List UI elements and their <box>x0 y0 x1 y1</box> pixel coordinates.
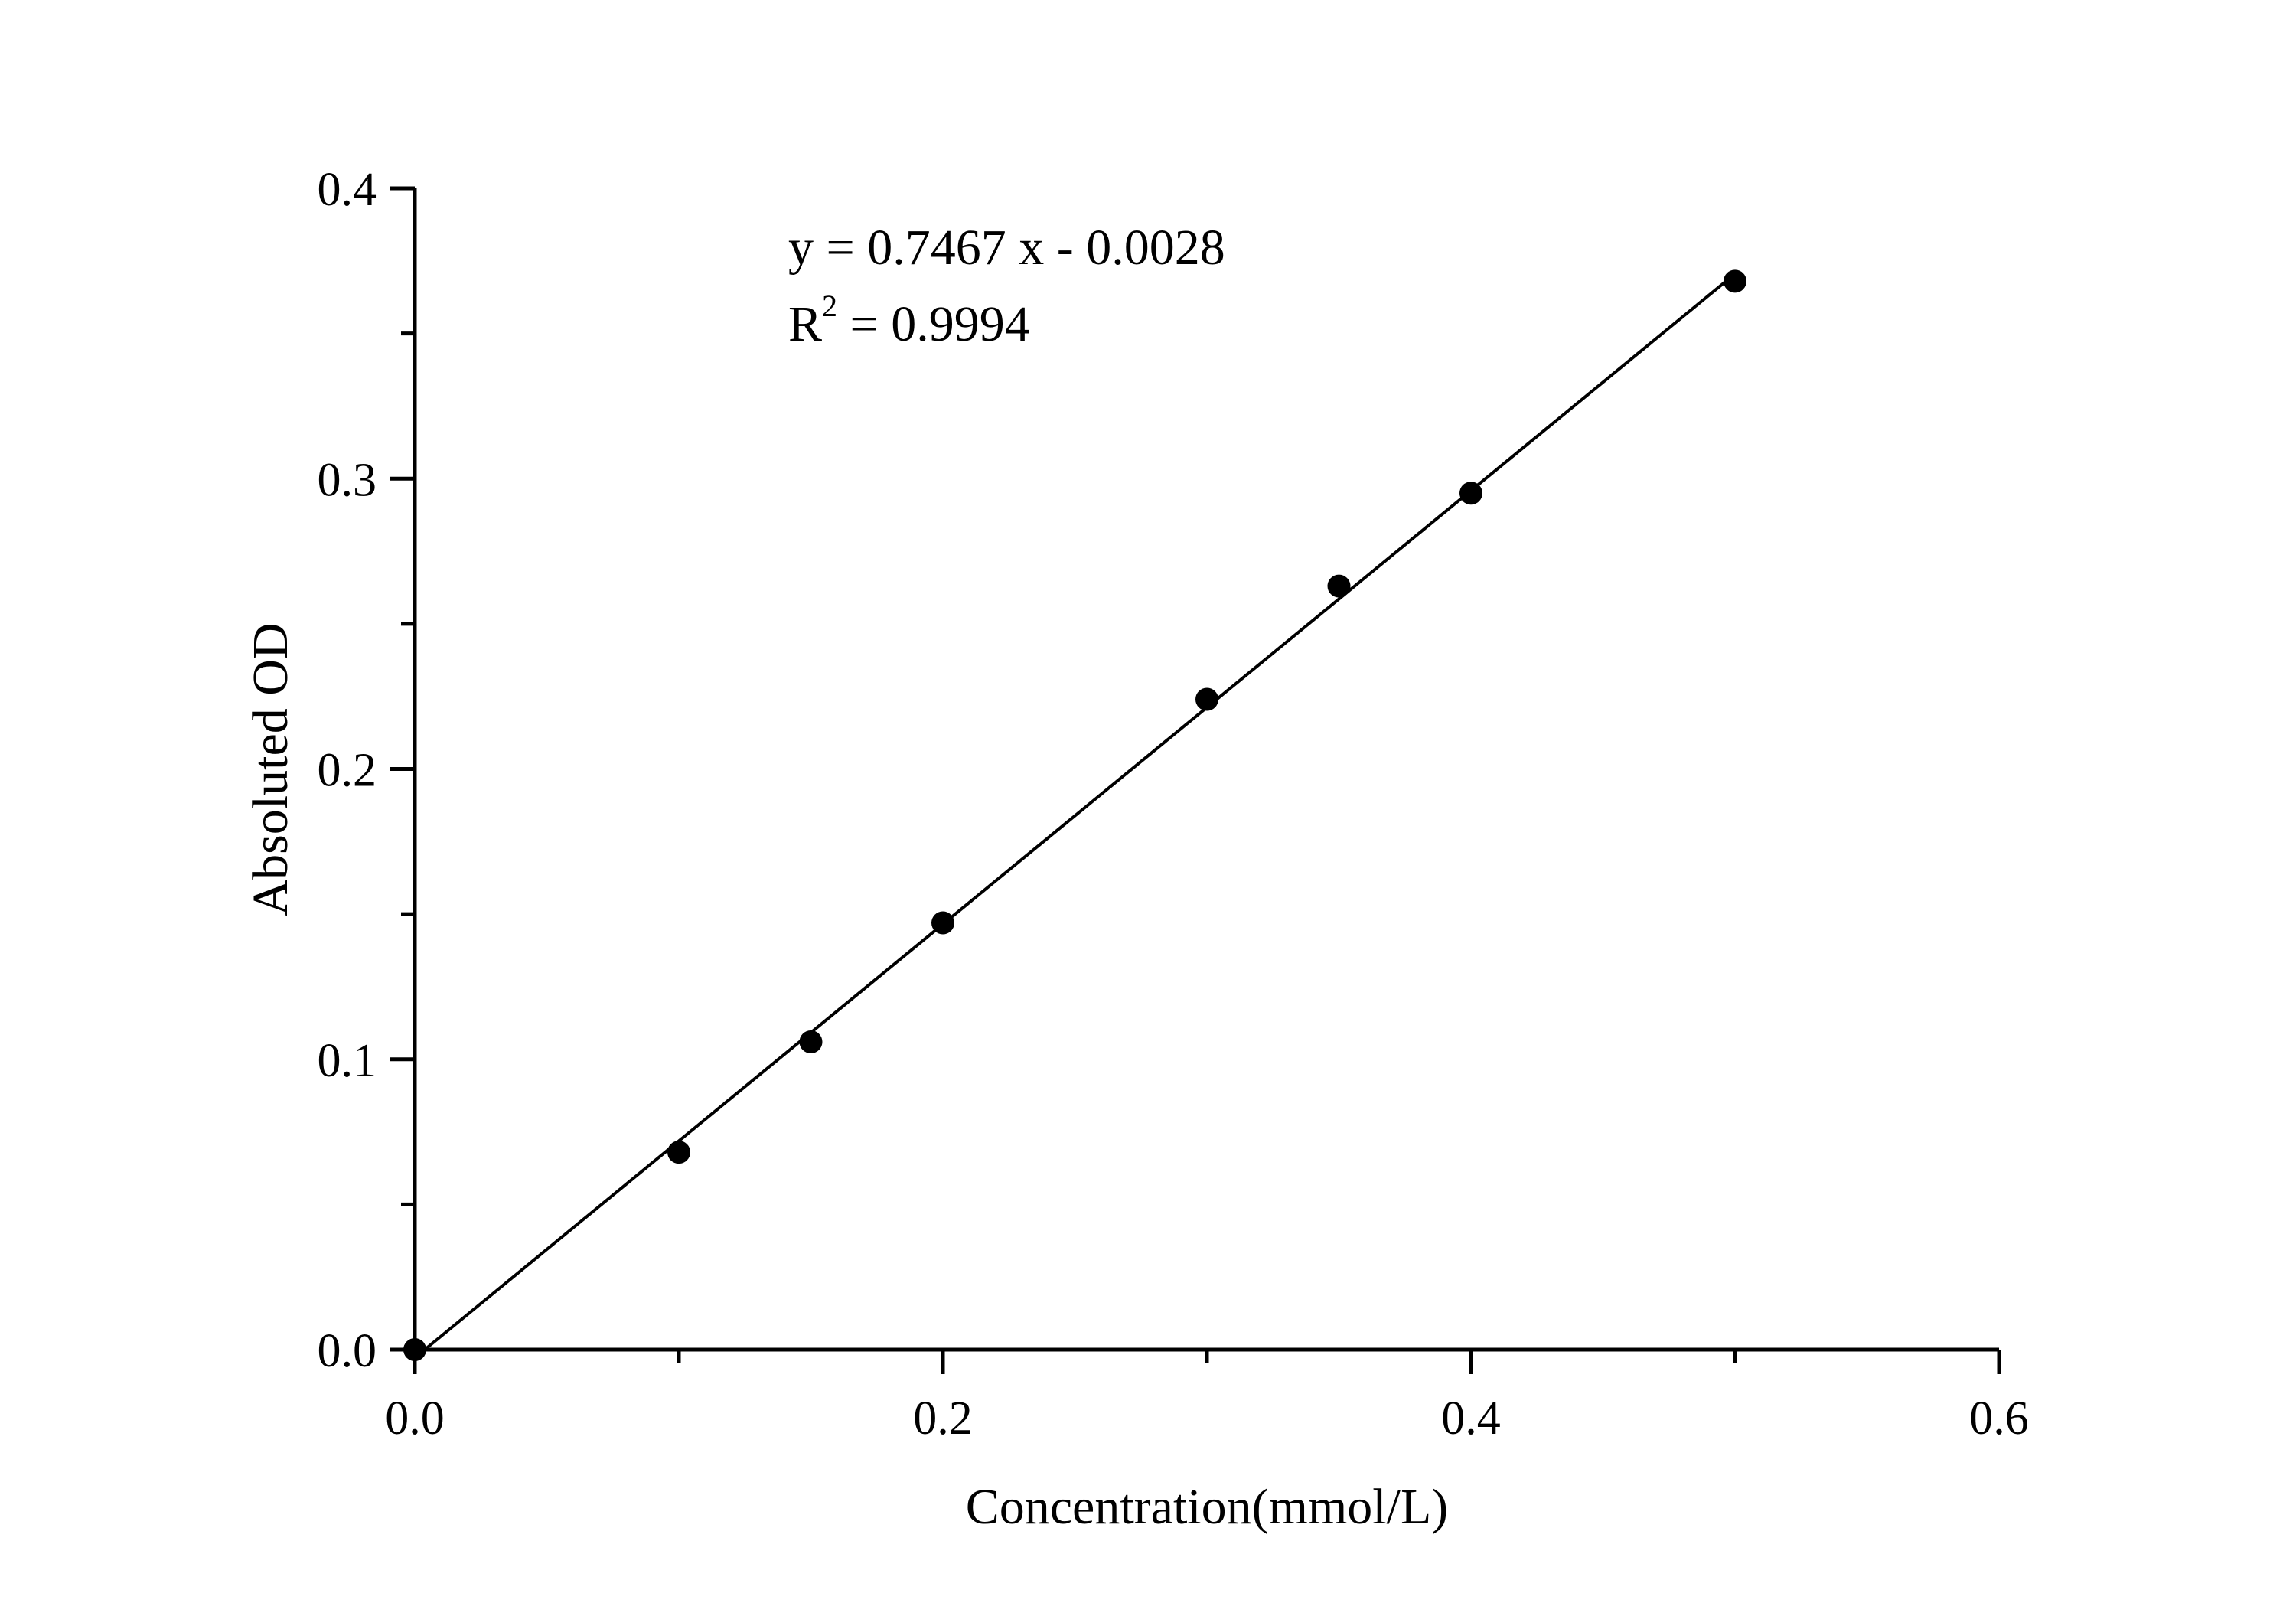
data-point <box>403 1338 426 1361</box>
equation-label: y = 0.7467 x - 0.0028 <box>788 220 1225 276</box>
data-point <box>1724 269 1746 293</box>
y-tick-label: 0.0 <box>318 1325 377 1377</box>
data-point <box>1459 482 1482 505</box>
x-tick-label: 0.2 <box>913 1392 973 1445</box>
r-label: R <box>788 296 822 352</box>
data-point <box>799 1030 823 1053</box>
x-axis-title: Concentration(mmol/L) <box>966 1479 1449 1535</box>
ticks: 0.0 0.2 0.4 0.6 0.0 0.1 0.2 0.3 0.4 <box>318 164 2029 1445</box>
data-points <box>403 269 1746 1361</box>
x-tick-label: 0.6 <box>1969 1392 2029 1445</box>
data-point <box>1327 574 1351 598</box>
r-squared-value: = 0.9994 <box>837 296 1030 352</box>
y-tick-label: 0.3 <box>318 454 377 506</box>
x-tick-label: 0.4 <box>1441 1392 1501 1445</box>
x-tick-label: 0.0 <box>385 1392 445 1445</box>
data-point <box>667 1141 690 1164</box>
r-squared-label: R2 = 0.9994 <box>788 289 1030 352</box>
data-point <box>931 911 954 935</box>
data-point <box>1195 687 1218 711</box>
y-tick-label: 0.4 <box>318 164 377 216</box>
y-tick-label: 0.1 <box>318 1035 377 1087</box>
y-tick-label: 0.2 <box>318 745 377 797</box>
r-squared-superscript: 2 <box>822 289 837 323</box>
y-axis-title: Absoluted OD <box>243 622 298 916</box>
axes <box>413 188 1999 1352</box>
fit-line <box>423 273 1737 1351</box>
